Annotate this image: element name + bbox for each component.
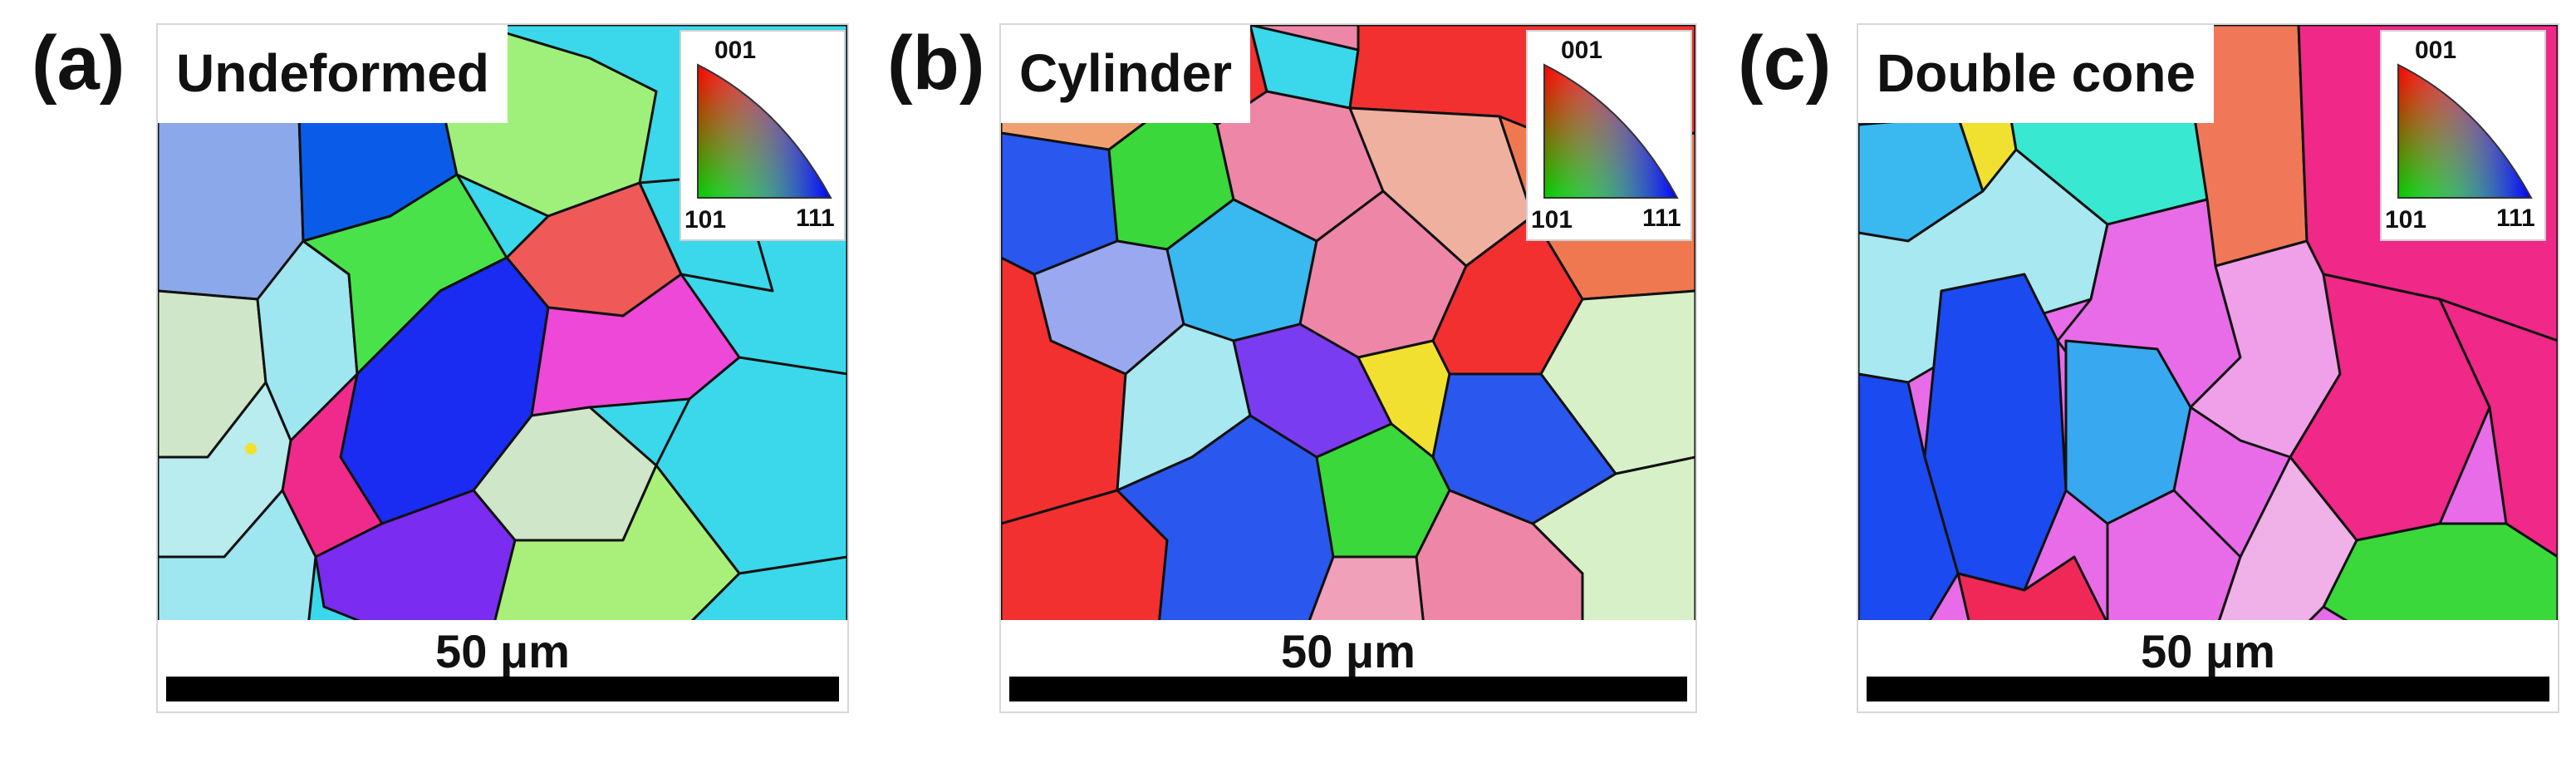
panel-a-ipf-triangle — [697, 63, 832, 199]
panel-c-scale-bar — [1867, 677, 2549, 701]
panel-c-ipf-key: 001 101 111 — [2380, 30, 2546, 241]
panel-b-ipf-label-111: 111 — [1642, 204, 1681, 232]
panel-a-scale-label: 50 μm — [435, 625, 570, 677]
panel-c-ipf-label-001: 001 — [2415, 37, 2457, 64]
panel-b-letter: (b) — [887, 21, 985, 106]
panel-a-scale-area: 50 μm — [158, 620, 847, 711]
panel-c-scale-area: 50 μm — [1858, 620, 2558, 711]
panel-a-ipf-label-001: 001 — [714, 37, 757, 64]
panel-b-scale-area: 50 μm — [1001, 620, 1695, 711]
panel-a-ipf-label-101: 101 — [684, 206, 727, 234]
panel-c-ebsd-map: Double cone 001 101 111 50 μm — [1857, 23, 2559, 713]
panel-a-letter: (a) — [32, 21, 125, 106]
panel-a-title: Undeformed — [158, 25, 508, 123]
panel-c-scale-label: 50 μm — [2141, 625, 2275, 677]
panel-b-title: Cylinder — [1001, 25, 1251, 123]
panel-b-scale-label: 50 μm — [1281, 625, 1416, 677]
panel-a-ipf-label-111: 111 — [796, 204, 835, 232]
panel-c-grain-map-image — [1858, 25, 2558, 711]
panel-c-title: Double cone — [1858, 25, 2215, 123]
panel-c-ipf-triangle — [2397, 63, 2533, 199]
panel-b-ipf-triangle — [1543, 63, 1679, 199]
panel-c-ipf-label-111: 111 — [2496, 204, 2535, 232]
panel-a-ipf-key: 001 101 111 — [680, 30, 846, 241]
panel-a-scale-bar — [166, 677, 839, 701]
panel-a-ebsd-map: Undeformed 001 101 111 50 μm — [156, 23, 849, 713]
panel-b-ipf-label-101: 101 — [1531, 206, 1573, 234]
panel-b-ipf-key: 001 101 111 — [1526, 30, 1692, 241]
panel-b-ipf-label-001: 001 — [1561, 37, 1603, 64]
panel-b-ebsd-map: Cylinder 001 101 111 50 μm — [999, 23, 1697, 713]
panel-b-scale-bar — [1009, 677, 1687, 701]
panel-c-letter: (c) — [1738, 21, 1832, 106]
panel-c-ipf-label-101: 101 — [2385, 206, 2427, 234]
